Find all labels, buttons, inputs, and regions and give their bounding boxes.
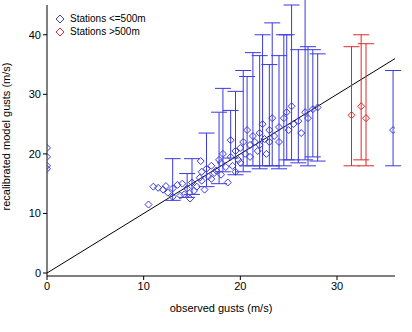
- svg-text:0: 0: [35, 267, 41, 279]
- svg-text:20: 20: [29, 148, 41, 160]
- svg-text:30: 30: [29, 88, 41, 100]
- html-text:Stations >500m: Stations >500m: [70, 26, 140, 37]
- svg-text:observed gusts (m/s): observed gusts (m/s): [170, 302, 273, 314]
- svg-text:10: 10: [29, 207, 41, 219]
- svg-text:0: 0: [44, 280, 50, 292]
- svg-text:recalibrated model gusts (m/s): recalibrated model gusts (m/s): [8, 63, 12, 211]
- html-text:Stations <=500m: Stations <=500m: [70, 13, 146, 24]
- svg-text:10: 10: [138, 280, 150, 292]
- svg-text:20: 20: [234, 280, 246, 292]
- svg-text:30: 30: [331, 280, 343, 292]
- svg-text:40: 40: [29, 29, 41, 41]
